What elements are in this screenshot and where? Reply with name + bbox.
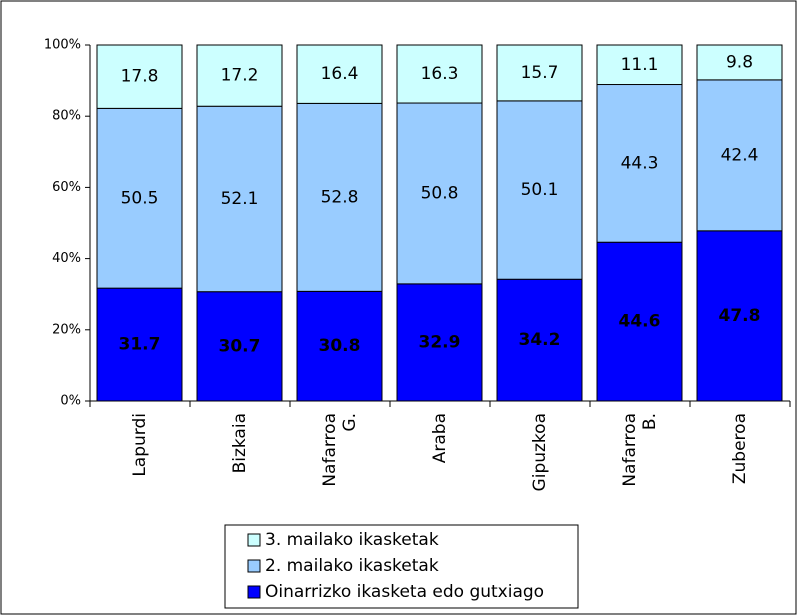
bar-segment [196, 291, 283, 402]
value-label: 30.8 [319, 336, 361, 356]
x-tick-label-line: B. [640, 413, 660, 430]
value-label: 50.5 [121, 188, 159, 208]
value-label: 16.4 [321, 64, 359, 84]
value-label: 44.6 [619, 312, 661, 332]
value-label: 52.8 [321, 187, 359, 207]
x-tick-label: NafarroaG. [320, 413, 360, 487]
bar-segment [396, 283, 483, 402]
x-tick-label: Araba [430, 413, 450, 463]
legend-label: Oinarrizko ikasketa edo gutxiago [265, 582, 544, 602]
value-label: 9.8 [726, 52, 753, 72]
y-tick-label: 60% [52, 180, 81, 195]
value-label: 52.1 [221, 189, 259, 209]
bar-segment [296, 44, 383, 104]
bar-segment [196, 105, 283, 293]
x-tick-label-line: G. [340, 413, 360, 432]
y-tick-label: 100% [44, 38, 81, 53]
bar-segment [596, 44, 683, 86]
legend-swatch [247, 585, 261, 599]
legend-box [224, 524, 579, 609]
value-label: 30.7 [219, 336, 261, 356]
bar-segment [496, 278, 583, 402]
x-tick-label-line: Nafarroa [320, 413, 340, 487]
bar-segment [96, 44, 183, 109]
value-label: 16.3 [421, 64, 459, 84]
bar-segment [296, 290, 383, 402]
legend-label: 2. mailako ikasketak [265, 556, 439, 576]
x-tick-label: Gipuzkoa [530, 413, 550, 491]
bar-segment [696, 79, 783, 232]
bar-segment [396, 44, 483, 104]
legend-swatch [247, 533, 261, 547]
bar-segment [596, 84, 683, 243]
bar-segment [396, 102, 483, 285]
bar-segment [596, 241, 683, 402]
bar-segment [96, 287, 183, 402]
value-label: 15.7 [521, 63, 559, 83]
y-tick-label: 40% [52, 251, 81, 266]
bar-segment [696, 230, 783, 402]
value-label: 42.4 [721, 145, 759, 165]
bar-segment [96, 107, 183, 289]
x-tick-label: Zuberoa [730, 413, 750, 484]
x-tick-label-line: Nafarroa [620, 413, 640, 487]
x-tick-label: Bizkaia [230, 413, 250, 473]
x-tick-label: NafarroaB. [620, 413, 660, 487]
bar-segment [296, 102, 383, 292]
x-tick-label: Lapurdi [130, 413, 150, 477]
legend-swatch [247, 559, 261, 573]
value-label: 17.2 [221, 66, 259, 86]
value-label: 34.2 [519, 330, 561, 350]
legend-label: 3. mailako ikasketak [265, 530, 439, 550]
bar-segment [496, 100, 583, 280]
value-label: 44.3 [621, 153, 659, 173]
y-tick-label: 20% [52, 322, 81, 337]
value-label: 47.8 [719, 306, 761, 326]
bar-segment [196, 44, 283, 107]
value-label: 11.1 [621, 55, 659, 75]
bar-segment [696, 44, 783, 81]
value-label: 31.7 [119, 335, 161, 355]
value-label: 32.9 [419, 332, 461, 352]
y-tick-label: 0% [60, 394, 81, 409]
y-tick-label: 80% [52, 109, 81, 124]
value-label: 50.8 [421, 183, 459, 203]
value-label: 50.1 [521, 180, 559, 200]
value-label: 17.8 [121, 67, 159, 87]
bar-segment [496, 44, 583, 102]
